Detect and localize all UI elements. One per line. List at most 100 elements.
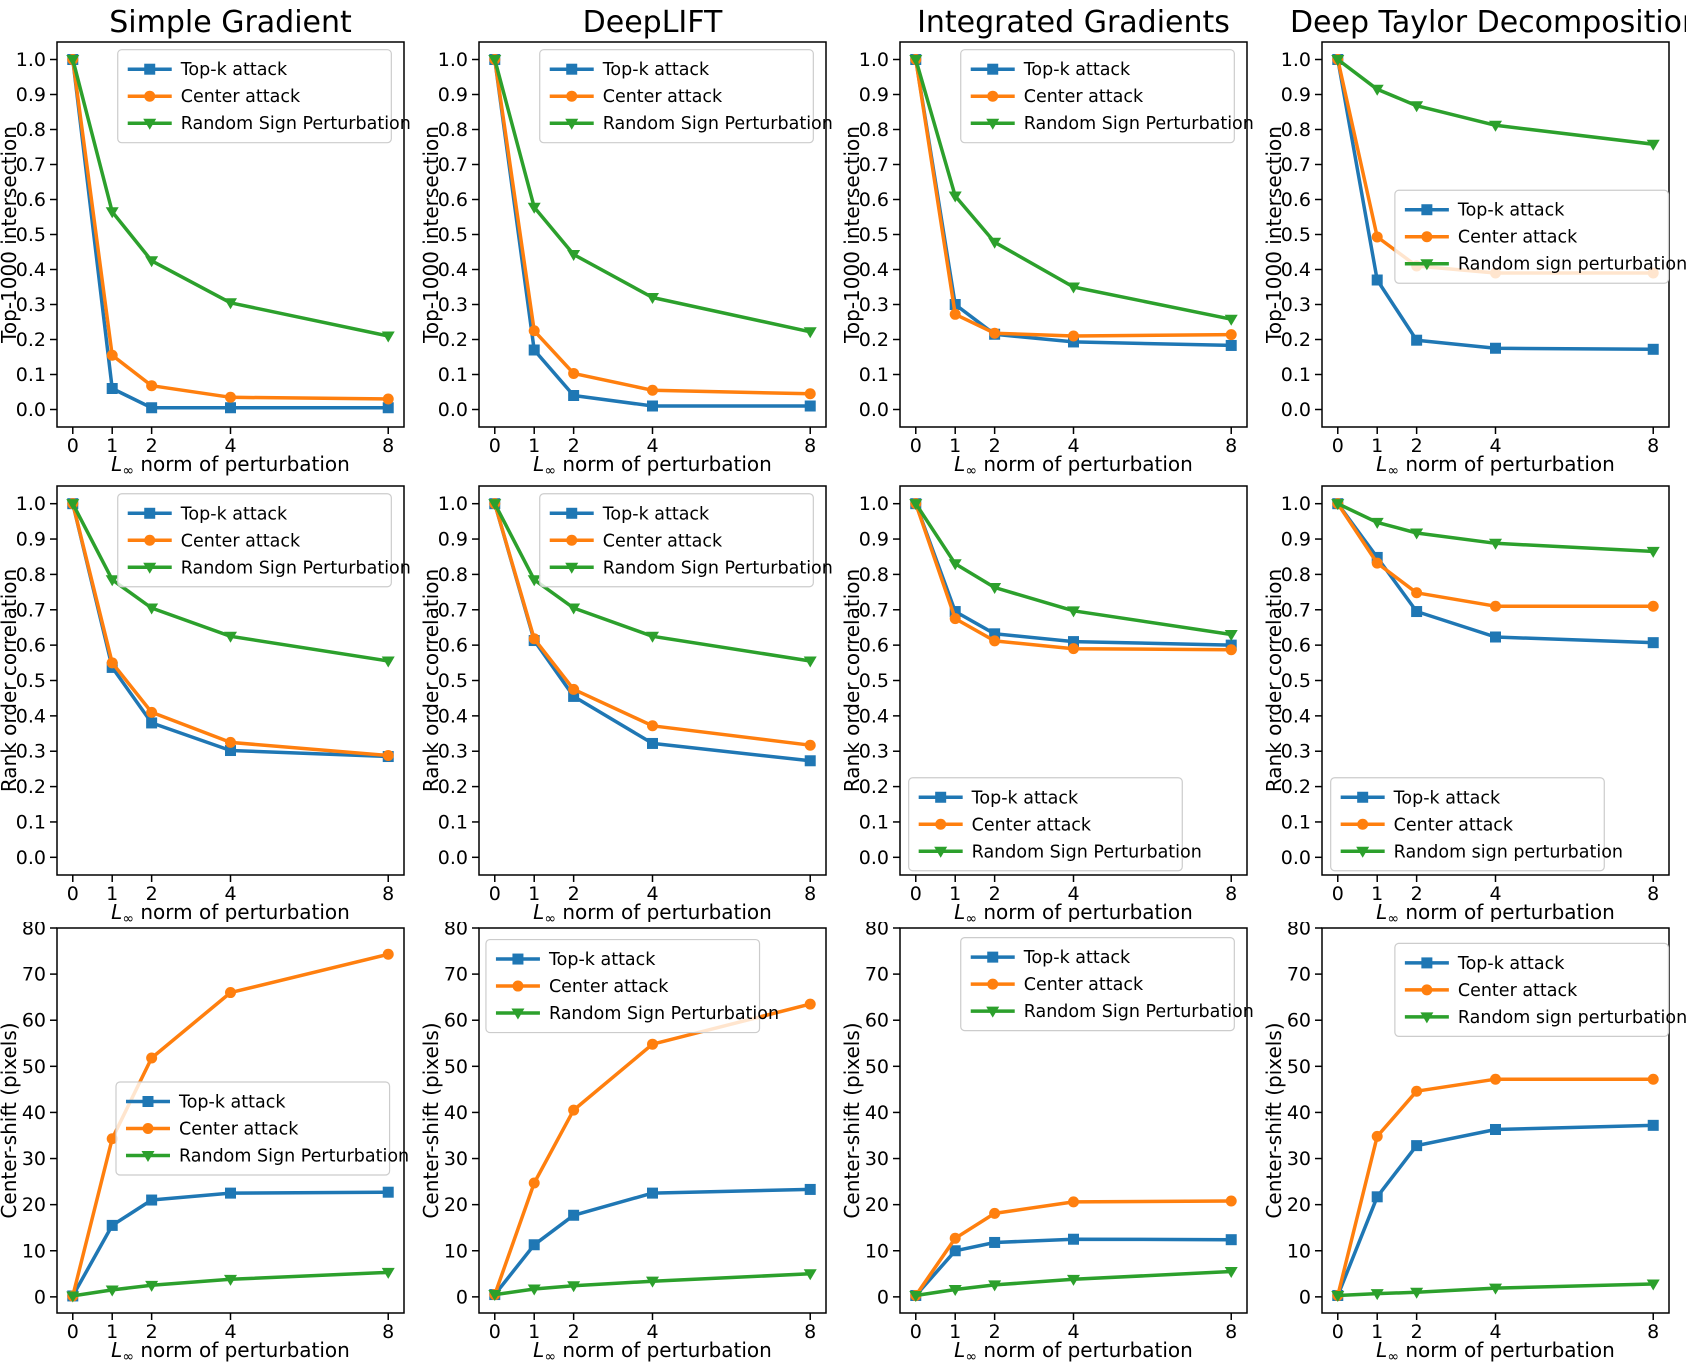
legend-label: Center attack bbox=[181, 531, 301, 551]
data-point-marker bbox=[1068, 643, 1079, 655]
data-point-marker bbox=[146, 402, 158, 414]
data-point-marker bbox=[803, 327, 817, 339]
y-tick-label: 0.8 bbox=[859, 564, 889, 586]
legend-item: Top-k attack bbox=[1340, 788, 1501, 808]
y-tick-label: 0.6 bbox=[1280, 189, 1310, 211]
data-point-marker bbox=[1330, 1290, 1344, 1302]
y-tick-label: 0.1 bbox=[437, 364, 467, 386]
legend-sample-marker bbox=[565, 507, 577, 519]
data-point-marker bbox=[1067, 1274, 1080, 1286]
data-point-marker bbox=[225, 987, 236, 999]
y-tick-label: 0.6 bbox=[859, 635, 889, 657]
chart-svg: 0 10 20 30 40 50 60 70 80 0 1 2 4 8 Center-shift (pixe… bbox=[422, 922, 827, 1365]
x-axis: 0 1 2 4 8 bbox=[67, 1313, 394, 1343]
y-tick-label: 10 bbox=[1286, 1240, 1310, 1262]
legend-sample-marker bbox=[935, 818, 947, 830]
legend-label: Top-k attack bbox=[547, 950, 655, 970]
y-tick-label: 10 bbox=[22, 1240, 46, 1262]
x-tick-label: 0 bbox=[1331, 883, 1343, 905]
legend-item: Center attack bbox=[970, 87, 1144, 107]
y-tick-label: 0.9 bbox=[16, 529, 46, 551]
y-tick-label: 0.9 bbox=[437, 84, 467, 106]
legend-sample-marker bbox=[1355, 846, 1369, 858]
data-point-marker bbox=[1409, 1287, 1423, 1299]
y-tick-label: 0.0 bbox=[1280, 399, 1310, 421]
data-point-marker bbox=[1224, 630, 1238, 642]
x-axis: 0 1 2 4 8 bbox=[1331, 427, 1659, 457]
data-point-marker bbox=[225, 736, 236, 748]
x-axis-label: L∞ norm of perturbation bbox=[1376, 900, 1615, 922]
x-tick-label: 8 bbox=[382, 435, 394, 457]
legend-label: Top-k attack bbox=[180, 60, 288, 80]
legend-item: Top-k attack bbox=[549, 60, 710, 80]
legend-sample-marker bbox=[987, 63, 999, 75]
y-axis: 0.0 0.1 0.2 0.3 0.4 0.5 0.6 0.7 0.8 0.9 1.0 bbox=[1280, 493, 1322, 869]
x-axis-label: L∞ norm of perturbation bbox=[954, 900, 1193, 922]
legend: Top-k attack Center attack Random Sign Per… bbox=[115, 1081, 409, 1176]
data-point-marker bbox=[1371, 551, 1383, 563]
x-tick-label: 8 bbox=[1647, 883, 1659, 905]
data-point-marker bbox=[645, 631, 659, 643]
series-top-k-attack bbox=[910, 1233, 1237, 1301]
data-point-marker bbox=[528, 1239, 540, 1251]
data-point-marker bbox=[646, 720, 658, 732]
data-point-marker bbox=[804, 739, 816, 751]
data-point-marker bbox=[804, 755, 816, 767]
plot-frame bbox=[1320, 485, 1670, 876]
x-tick-label: 8 bbox=[1225, 883, 1237, 905]
x-axis-label: L∞ norm of perturbation bbox=[954, 452, 1193, 479]
y-tick-label: 10 bbox=[865, 1240, 889, 1262]
legend-sample-marker bbox=[987, 90, 999, 102]
plot-frame bbox=[1320, 927, 1670, 1314]
legend-sample-marker bbox=[1420, 231, 1432, 243]
x-tick-label: 2 bbox=[989, 1321, 1001, 1343]
legend: Top-k attack Center attack Random Sign Per… bbox=[960, 937, 1254, 1032]
legend-sample-marker bbox=[564, 118, 578, 130]
data-point-marker bbox=[106, 1219, 118, 1231]
y-tick-label: 0.2 bbox=[1280, 776, 1310, 798]
plot-frame bbox=[899, 485, 1248, 876]
data-point-marker bbox=[567, 683, 579, 695]
data-point-marker bbox=[105, 1285, 119, 1297]
y-tick-label: 70 bbox=[1286, 964, 1310, 986]
y-tick-label: 0.1 bbox=[437, 811, 467, 833]
legend-label: Top-k attack bbox=[601, 504, 709, 524]
data-point-marker bbox=[988, 582, 1002, 594]
legend: Top-k attack Center attack Random Sign Per… bbox=[538, 49, 832, 144]
y-tick-label: 0.9 bbox=[859, 529, 889, 551]
y-tick-label: 0.6 bbox=[437, 189, 467, 211]
y-tick-label: 0.8 bbox=[437, 119, 467, 141]
x-axis: 0 1 2 4 8 bbox=[488, 1313, 816, 1343]
y-tick-label: 0.6 bbox=[859, 189, 889, 211]
x-tick-label: 2 bbox=[1410, 883, 1422, 905]
series-random-sign-perturbation bbox=[909, 55, 1238, 326]
x-tick-label: 4 bbox=[1489, 435, 1501, 457]
legend-box bbox=[115, 1081, 391, 1176]
y-tick-label: 0.7 bbox=[1280, 154, 1310, 176]
y-tick-label: 0.1 bbox=[859, 364, 889, 386]
plot-frame bbox=[477, 485, 827, 876]
x-axis-label: L∞ norm of perturbation bbox=[954, 1338, 1193, 1365]
data-point-marker bbox=[1225, 339, 1237, 351]
data-point-marker bbox=[1068, 1233, 1079, 1245]
y-tick-label: 0.9 bbox=[1280, 529, 1310, 551]
x-axis-label: L∞ norm of perturbation bbox=[1376, 452, 1615, 479]
y-tick-label: 0.9 bbox=[859, 84, 889, 106]
legend-item: Random Sign Perturbation bbox=[125, 1147, 409, 1167]
legend-label: Center attack bbox=[548, 977, 668, 997]
y-tick-label: 0.6 bbox=[437, 635, 467, 657]
x-axis-label: L∞ norm of perturbation bbox=[111, 1338, 350, 1365]
data-point-marker bbox=[1225, 1195, 1237, 1207]
x-tick-label: 8 bbox=[804, 1321, 816, 1343]
y-tick-label: 0.4 bbox=[437, 259, 467, 281]
legend-item: Center attack bbox=[549, 87, 722, 107]
x-tick-label: 1 bbox=[106, 1321, 118, 1343]
y-axis-label: Center-shift (pixels) bbox=[1265, 1022, 1286, 1218]
legend-sample-marker bbox=[1356, 791, 1368, 803]
legend-item: Random Sign Perturbation bbox=[970, 1002, 1254, 1022]
y-tick-label: 30 bbox=[22, 1148, 46, 1170]
chart-svg: 0.0 0.1 0.2 0.3 0.4 0.5 0.6 0.7 0.8 0.9 1.0 0 1 2 4 8 Ra… bbox=[422, 485, 832, 922]
legend-label: Random Sign Perturbation bbox=[181, 558, 411, 578]
legend-item: Center attack bbox=[970, 975, 1144, 995]
